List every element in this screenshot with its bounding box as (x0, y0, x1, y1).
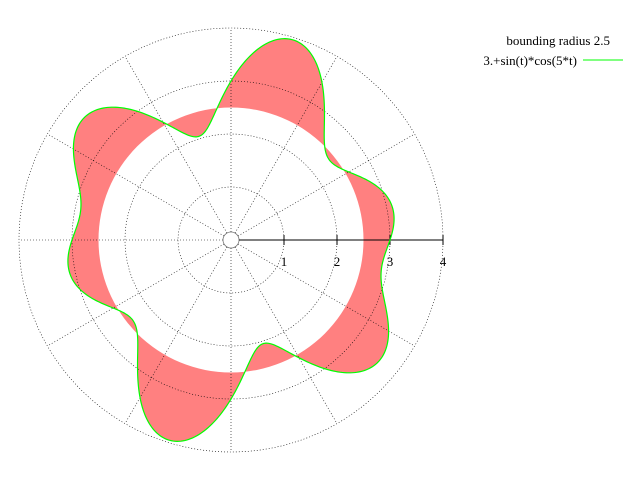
r-tick-label-1: 1 (281, 254, 288, 269)
r-tick-label-4: 4 (440, 254, 447, 269)
r-tick-label-2: 2 (334, 254, 341, 269)
grid-spoke-150 (47, 133, 225, 237)
grid-spoke-240 (124, 246, 228, 424)
radial-axis: 1 2 3 4 (239, 235, 447, 269)
r-tick-label-3: 3 (387, 254, 394, 269)
legend-entry-bounding: bounding radius 2.5 (506, 33, 610, 48)
grid-spoke-330 (237, 243, 415, 347)
grid-spoke-210 (47, 243, 225, 347)
center-circle (222, 231, 240, 249)
grid-spoke-120 (124, 56, 228, 234)
grid-spoke-300 (234, 246, 338, 424)
legend-entry-curve: 3.+sin(t)*cos(5*t) (483, 53, 577, 68)
legend: bounding radius 2.5 3.+sin(t)*cos(5*t) (483, 33, 623, 68)
grid-spoke-60 (234, 56, 338, 234)
curve-series (67, 38, 395, 442)
grid-spoke-30 (237, 133, 415, 237)
curve-line (67, 38, 395, 442)
